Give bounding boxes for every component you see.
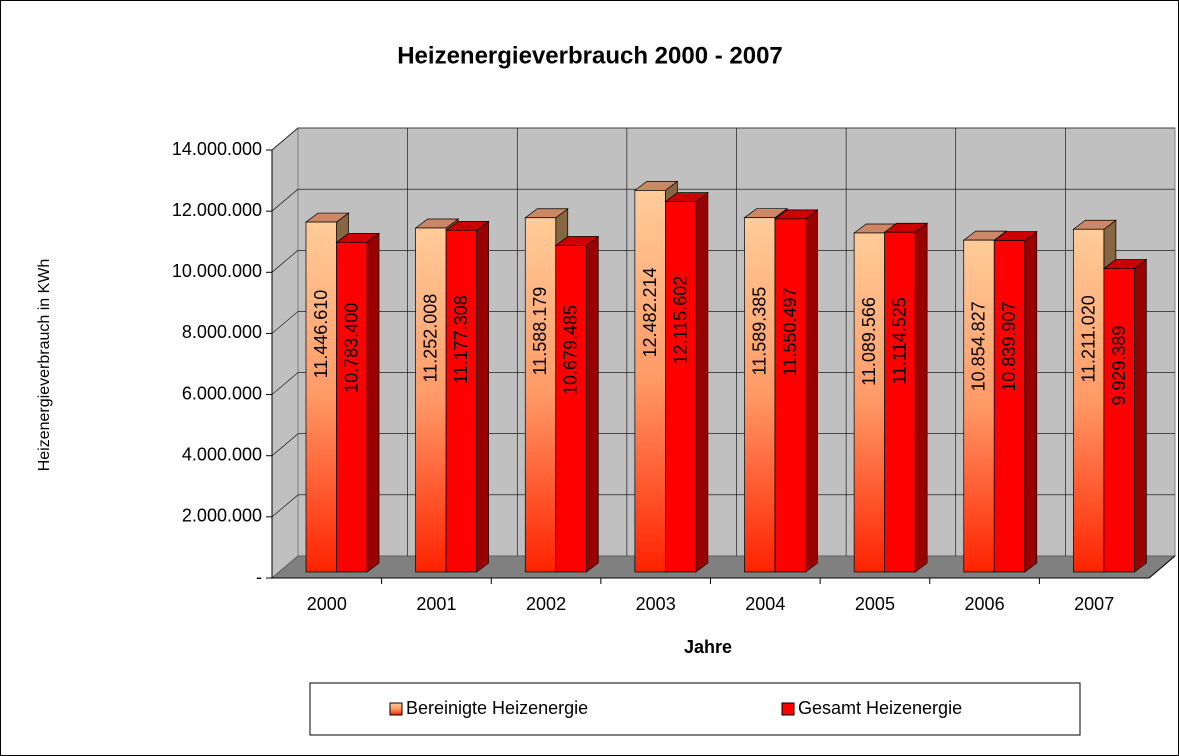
bar-side xyxy=(476,220,489,573)
value-label: 12.482.214 xyxy=(640,267,660,357)
legend-label: Bereinigte Heizenergie xyxy=(406,698,588,718)
bar xyxy=(305,221,337,573)
y-tick-label: 6.000.000 xyxy=(182,383,262,403)
value-label: 11.211.020 xyxy=(1078,295,1098,382)
value-label: 11.589.385 xyxy=(750,287,770,376)
grid-line xyxy=(271,494,299,518)
bar-side xyxy=(695,191,709,573)
bar-side xyxy=(1024,230,1038,573)
x-axis-title: Jahre xyxy=(684,637,732,657)
y-tick-label: - xyxy=(256,567,262,587)
bar xyxy=(884,231,916,573)
value-label: 11.446.610 xyxy=(311,290,331,379)
legend-label: Gesamt Heizenergie xyxy=(798,698,962,718)
bar xyxy=(665,201,697,573)
y-tick-label: 12.000.000 xyxy=(172,200,262,220)
bar-side xyxy=(914,222,928,573)
legend xyxy=(309,682,1081,736)
grid-line xyxy=(271,311,299,334)
bar xyxy=(634,190,666,573)
bar xyxy=(445,229,477,573)
x-tick-label: 2005 xyxy=(855,594,895,614)
x-tick-label: 2007 xyxy=(1074,594,1114,614)
bar xyxy=(524,217,557,573)
value-label: 11.177.308 xyxy=(451,295,471,384)
value-label: 11.252.008 xyxy=(421,294,441,383)
bar-side xyxy=(805,209,818,573)
x-tick-label: 2003 xyxy=(636,594,676,614)
bar xyxy=(853,232,885,573)
bar xyxy=(1103,268,1135,573)
floor xyxy=(270,555,1177,579)
bar xyxy=(1073,228,1105,573)
bar xyxy=(415,227,447,573)
value-label: 11.588.179 xyxy=(530,287,550,376)
y-tick-label: 4.000.000 xyxy=(182,444,262,464)
bar xyxy=(744,217,776,573)
x-tick-label: 2006 xyxy=(965,594,1005,614)
y-axis-title: Heizenergieverbrauch in KWh xyxy=(36,259,53,472)
y-tick-label: 2.000.000 xyxy=(182,506,262,526)
y-tick-label: 10.000.000 xyxy=(172,261,262,281)
value-label: 12.115.602 xyxy=(670,276,690,365)
x-tick-label: 2000 xyxy=(307,594,347,614)
bar xyxy=(555,245,587,573)
y-tick-label: 8.000.000 xyxy=(182,322,262,342)
value-label: 11.114.525 xyxy=(890,297,910,384)
bar-side xyxy=(585,235,599,573)
grid-line xyxy=(271,188,299,212)
legend-swatch xyxy=(389,702,403,716)
bar xyxy=(993,240,1026,573)
bar xyxy=(336,241,368,573)
value-label: 11.550.497 xyxy=(780,287,800,376)
bar-side xyxy=(366,232,380,573)
value-label: 10.679.485 xyxy=(561,305,581,395)
grid-line xyxy=(271,127,299,151)
value-label: 10.783.400 xyxy=(342,303,362,393)
value-label: 11.089.566 xyxy=(859,297,879,386)
x-tick-label: 2001 xyxy=(416,594,456,614)
value-label: 9.929.389 xyxy=(1109,326,1129,406)
legend-swatch xyxy=(781,702,795,716)
side-wall xyxy=(271,126,299,580)
x-tick-label: 2004 xyxy=(745,594,785,614)
value-label: 10.854.827 xyxy=(969,301,989,391)
grid-line xyxy=(271,433,299,456)
bar-side xyxy=(1134,258,1147,573)
x-tick-label: 2002 xyxy=(526,594,566,614)
grid-line xyxy=(271,250,299,273)
x-axis-depth xyxy=(1148,555,1176,579)
value-label: 10.839.907 xyxy=(999,302,1019,392)
bar xyxy=(774,218,806,573)
grid-line xyxy=(271,372,299,395)
chart-title: Heizenergieverbrauch 2000 - 2007 xyxy=(397,42,783,69)
bar xyxy=(963,239,995,573)
y-tick-label: 14.000.000 xyxy=(172,139,262,159)
